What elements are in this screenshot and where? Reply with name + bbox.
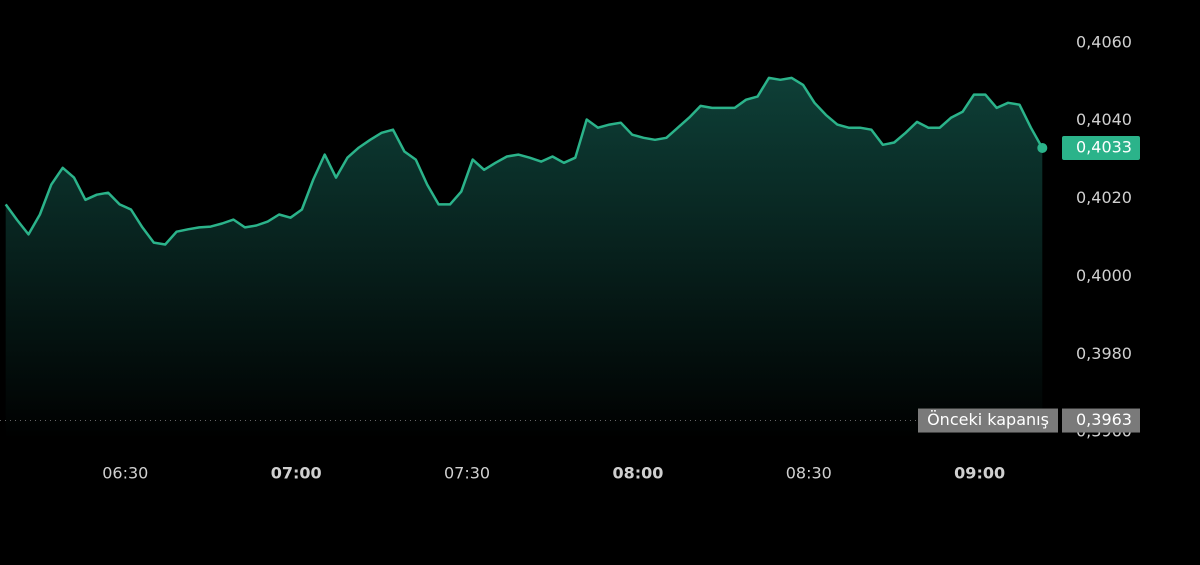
- last-point: [1037, 142, 1048, 153]
- x-tick-label: 07:00: [271, 464, 322, 483]
- reference-label-box: [918, 408, 1058, 433]
- x-tick-label: 06:30: [102, 464, 148, 483]
- reference-label: Önceki kapanış: [927, 410, 1049, 429]
- line: [4, 76, 1044, 246]
- y-tick-label: 0,3980: [1076, 344, 1132, 363]
- y-tick-label: 0,4020: [1076, 188, 1132, 207]
- reference-value: 0,3963: [1076, 410, 1132, 429]
- x-tick-label: 07:30: [444, 464, 490, 483]
- x-tick-label: 08:00: [612, 464, 663, 483]
- y-tick-label: 0,4040: [1076, 110, 1132, 129]
- price-label-box: [1062, 135, 1140, 160]
- price-label: 0,4033: [1076, 137, 1132, 156]
- y-tick-label: 0,4060: [1076, 32, 1132, 51]
- x-tick-label: 09:00: [954, 464, 1005, 483]
- y-tick-label: 0,4000: [1076, 266, 1132, 285]
- reference-value-box: [1062, 408, 1140, 433]
- area: [5, 77, 1043, 441]
- x-tick-label: 08:30: [786, 464, 832, 483]
